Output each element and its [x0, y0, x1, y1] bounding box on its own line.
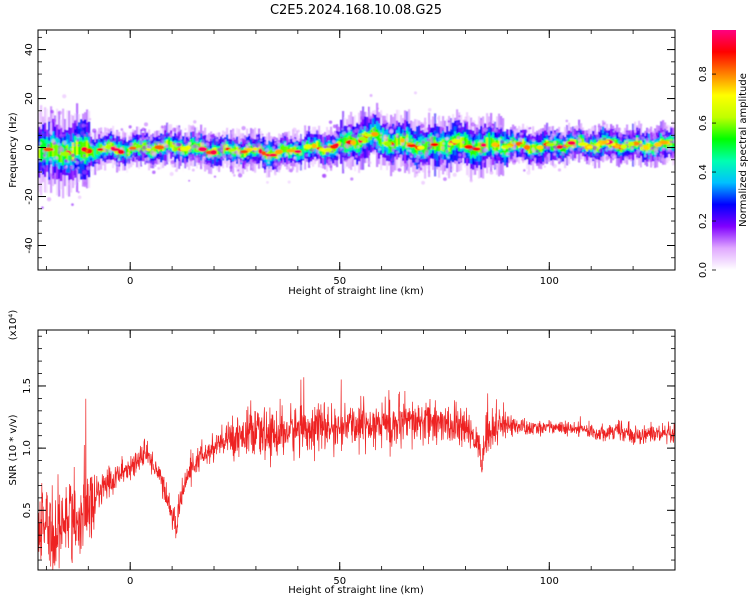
- colorbar-tick-label: 0.0: [698, 262, 709, 278]
- snr-frame: [37, 329, 676, 571]
- x-tick-label: 0: [127, 576, 133, 587]
- snr-y-label: SNR (10 * v/v): [8, 414, 19, 485]
- y-tick-label: 20: [24, 92, 35, 105]
- snr-series-line: [38, 377, 675, 570]
- snr-x-label: Height of straight line (km): [288, 585, 424, 596]
- x-tick-label: 100: [540, 576, 559, 587]
- colorbar-tick-label: 0.6: [698, 115, 709, 131]
- spectrogram-y-label: Frequency (Hz): [8, 112, 19, 188]
- y-tick-label: 0: [24, 144, 35, 150]
- colorbar-label: Normalized spectral amplitude: [738, 73, 749, 227]
- colorbar-ticks: 0.0 0.2 0.4 0.6 0.8: [698, 66, 716, 278]
- x-tick-label: 100: [540, 276, 559, 287]
- x-tick-label: 0: [127, 276, 133, 287]
- y-tick-label: 40: [24, 43, 35, 56]
- y-tick-label: 1.0: [22, 440, 33, 456]
- x-tick-label: 50: [333, 576, 346, 587]
- y-tick-label: -20: [24, 188, 35, 204]
- spectrogram-heatmap: [38, 91, 675, 209]
- chart-title: C2E5.2024.168.10.08.G25: [270, 3, 442, 18]
- colorbar-tick-label: 0.2: [698, 213, 709, 229]
- snr-panel: 0 50 100 0.5 1.0 1.5 Height of straight line…: [8, 310, 676, 596]
- y-tick-label: -40: [24, 237, 35, 253]
- spectrogram-y-ticks: 40 20 0 -20 -40: [24, 36, 675, 271]
- colorbar-tick-label: 0.4: [698, 164, 709, 180]
- spectrogram-x-ticks: 0 50 100: [45, 30, 676, 287]
- y-tick-label: 0.5: [22, 502, 33, 518]
- spectrogram-x-label: Height of straight line (km): [288, 286, 424, 297]
- x-tick-label: 50: [333, 276, 346, 287]
- snr-y-ticks: 0.5 1.0 1.5: [22, 335, 675, 561]
- y-tick-label: 1.5: [22, 378, 33, 394]
- colorbar: 0.0 0.2 0.4 0.6 0.8 Normalized spectral ampl…: [698, 30, 749, 278]
- spectrogram-frame: [37, 29, 676, 271]
- snr-y-multiplier: (x10⁴): [8, 310, 19, 341]
- colorbar-tick-label: 0.8: [698, 66, 709, 82]
- colorbar-gradient: [712, 30, 736, 270]
- spectrogram-panel: 0 50 100 40 20 0 -20 -40 Height of straight li…: [8, 29, 676, 297]
- snr-x-ticks: 0 50 100: [45, 330, 676, 587]
